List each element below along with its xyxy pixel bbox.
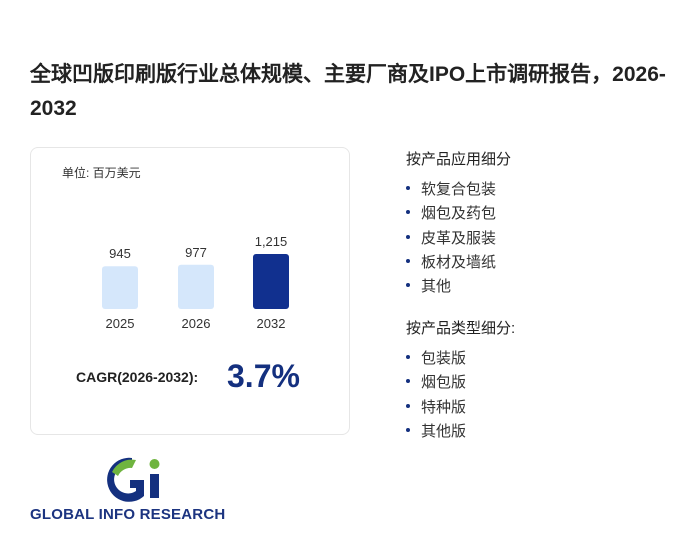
bullet bbox=[406, 258, 410, 263]
value-label: 945 bbox=[109, 246, 131, 261]
value-label: 977 bbox=[185, 245, 207, 260]
bullet bbox=[406, 234, 410, 239]
x-tick-label: 2032 bbox=[257, 316, 286, 331]
x-tick-label: 2025 bbox=[106, 316, 135, 331]
bullet bbox=[406, 210, 410, 215]
bullet bbox=[406, 283, 410, 288]
list-item: 包装版 bbox=[421, 350, 467, 367]
list-item: 皮革及服装 bbox=[421, 229, 497, 247]
bar-chart: 945 2025 977 2026 1,215 2032 bbox=[102, 234, 289, 331]
bar bbox=[253, 254, 289, 309]
section-heading: 按产品应用细分 bbox=[406, 151, 512, 168]
cagr-value: 3.7% bbox=[227, 358, 300, 394]
list-item: 板材及墙纸 bbox=[421, 253, 497, 271]
summary-card bbox=[30, 147, 350, 435]
list-item: 其他 bbox=[421, 278, 452, 296]
bullet bbox=[406, 355, 410, 359]
unit-label: 单位: 百万美元 bbox=[62, 166, 141, 180]
list-item: 烟包版 bbox=[421, 374, 467, 392]
logo-text: GLOBAL INFO RESEARCH bbox=[30, 506, 226, 523]
report-title: 全球凹版印刷版行业总体规模、主要厂商及IPO上市调研报告，2026-2032 bbox=[30, 63, 666, 120]
list-item: 软复合包装 bbox=[421, 181, 497, 198]
list-item: 特种版 bbox=[421, 398, 467, 416]
value-label: 1,215 bbox=[255, 234, 288, 249]
list-item: 其他版 bbox=[421, 422, 467, 440]
bullet bbox=[406, 379, 410, 384]
section-heading: 按产品类型细分: bbox=[406, 320, 516, 337]
bar bbox=[102, 266, 138, 309]
list-item: 烟包及药包 bbox=[421, 205, 497, 223]
bullet bbox=[406, 186, 410, 190]
bullet bbox=[406, 403, 410, 408]
cagr-label: CAGR(2026-2032): bbox=[76, 369, 199, 385]
x-tick-label: 2026 bbox=[182, 316, 211, 331]
logo-icon bbox=[107, 457, 160, 502]
bullet bbox=[406, 427, 410, 432]
bar bbox=[178, 264, 214, 309]
